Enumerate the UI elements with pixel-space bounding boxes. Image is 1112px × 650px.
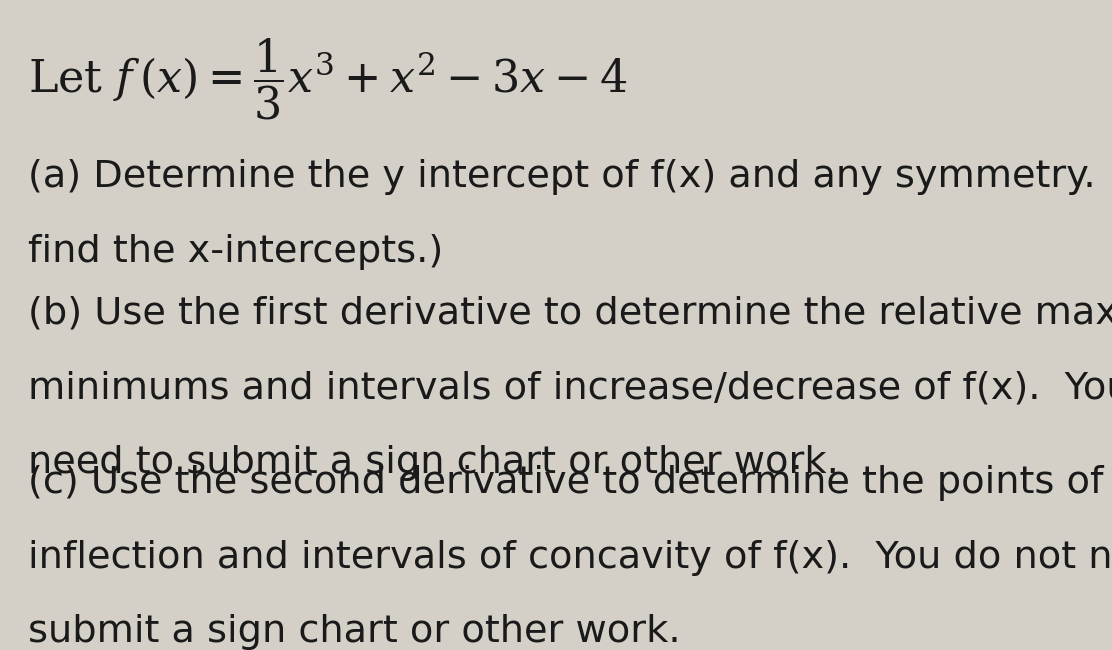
Text: find the x-intercepts.): find the x-intercepts.) [28,234,443,270]
Text: (c) Use the second derivative to determine the points of: (c) Use the second derivative to determi… [28,465,1103,500]
Text: inflection and intervals of concavity of f(x).  You do not need to: inflection and intervals of concavity of… [28,540,1112,575]
Text: (a) Determine the y intercept of f(x) and any symmetry.  (Don’t: (a) Determine the y intercept of f(x) an… [28,159,1112,195]
Text: Let $f\,(x) = \dfrac{1}{3}x^3 + x^2 - 3x - 4$: Let $f\,(x) = \dfrac{1}{3}x^3 + x^2 - 3x… [28,36,627,122]
Text: (b) Use the first derivative to determine the relative maximums,: (b) Use the first derivative to determin… [28,296,1112,332]
Text: need to submit a sign chart or other work.: need to submit a sign chart or other wor… [28,445,838,481]
Text: submit a sign chart or other work.: submit a sign chart or other work. [28,614,681,650]
Text: minimums and intervals of increase/decrease of f(x).  You do not: minimums and intervals of increase/decre… [28,370,1112,406]
